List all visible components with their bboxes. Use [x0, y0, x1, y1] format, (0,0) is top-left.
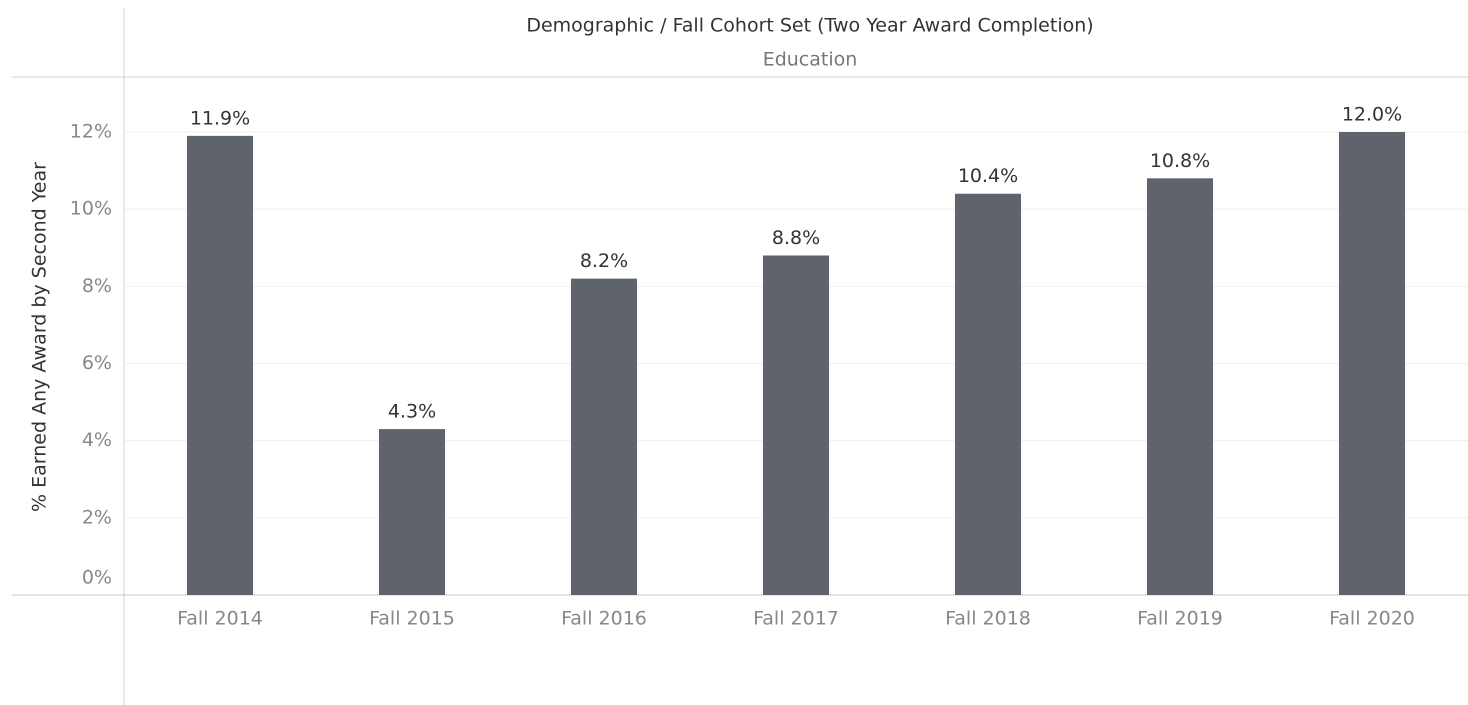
y-tick-label: 2% — [82, 506, 112, 528]
value-label: 8.2% — [580, 250, 628, 272]
bar — [379, 429, 445, 595]
bar — [763, 255, 829, 596]
x-tick-label: Fall 2014 — [177, 608, 263, 630]
value-label: 12.0% — [1342, 104, 1402, 126]
value-label: 10.4% — [958, 165, 1018, 187]
value-label: 11.9% — [190, 107, 250, 129]
x-tick-label: Fall 2015 — [369, 608, 455, 630]
value-label: 10.8% — [1150, 150, 1210, 172]
bar — [1339, 132, 1405, 595]
y-tick-label: 0% — [82, 567, 112, 589]
bar — [571, 278, 637, 595]
value-label: 4.3% — [388, 401, 436, 423]
x-tick-label: Fall 2018 — [945, 608, 1031, 630]
y-tick-label: 8% — [82, 275, 112, 297]
bar — [1147, 178, 1213, 596]
x-tick-label: Fall 2020 — [1329, 608, 1415, 630]
chart-title: Demographic / Fall Cohort Set (Two Year … — [526, 15, 1093, 37]
x-tick-label: Fall 2016 — [561, 608, 647, 630]
y-tick-label: 12% — [70, 121, 112, 143]
bar — [955, 193, 1021, 595]
bar — [187, 135, 253, 595]
y-axis-label: % Earned Any Award by Second Year — [29, 162, 51, 512]
chart-subtitle: Education — [763, 49, 858, 71]
x-tick-label: Fall 2017 — [753, 608, 839, 630]
x-tick-label: Fall 2019 — [1137, 608, 1223, 630]
y-tick-label: 6% — [82, 352, 112, 374]
value-label: 8.8% — [772, 227, 820, 249]
y-tick-label: 4% — [82, 429, 112, 451]
y-tick-label: 10% — [70, 198, 112, 220]
